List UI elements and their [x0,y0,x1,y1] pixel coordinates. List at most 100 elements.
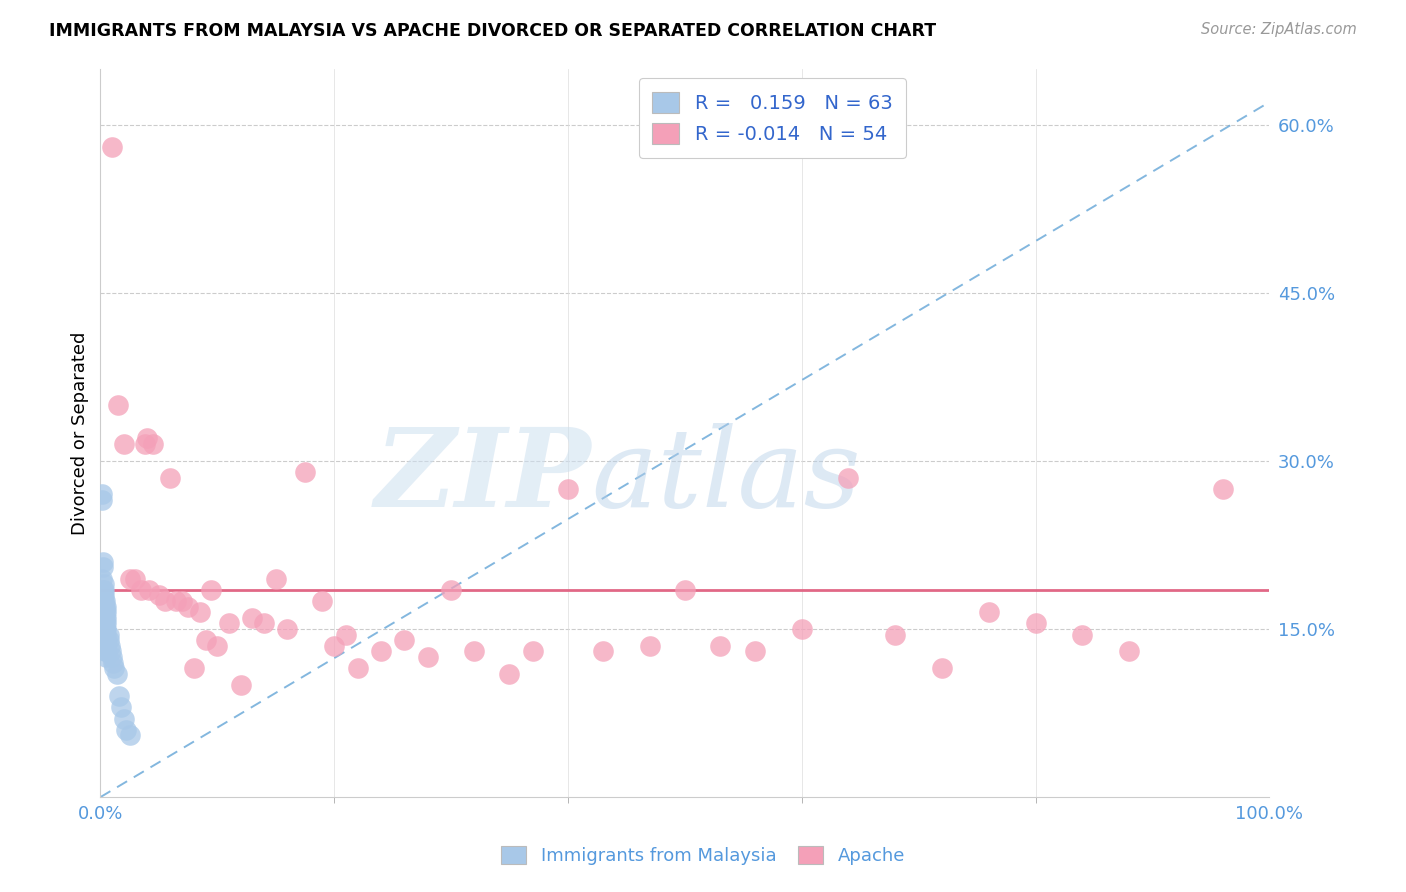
Point [522,644,544,658]
Point [129,582,152,597]
Point [90,616,112,631]
Point [638,639,661,653]
Point [93,627,115,641]
Point [118,729,141,743]
Point [346,661,368,675]
Point [884,627,907,641]
Point [108,690,131,704]
Point [96,627,118,641]
Point [94,627,117,641]
Point [91,560,114,574]
Point [93,594,115,608]
Point [592,644,614,658]
Text: Source: ZipAtlas.com: Source: ZipAtlas.com [1201,22,1357,37]
Point [240,611,263,625]
Point [1024,616,1046,631]
Point [94,599,117,614]
Point [264,572,287,586]
Point [93,588,115,602]
Point [1118,644,1140,658]
Point [103,656,125,670]
Point [96,650,118,665]
Point [394,633,416,648]
Point [207,639,229,653]
Point [93,622,115,636]
Point [96,616,118,631]
Point [93,582,115,597]
Text: IMMIGRANTS FROM MALAYSIA VS APACHE DIVORCED OR SEPARATED CORRELATION CHART: IMMIGRANTS FROM MALAYSIA VS APACHE DIVOR… [49,22,936,40]
Point [218,616,240,631]
Point [153,594,176,608]
Point [90,622,112,636]
Point [90,487,112,501]
Point [112,712,135,726]
Point [93,599,115,614]
Point [96,605,118,619]
Point [136,432,159,446]
Point [1212,482,1234,496]
Point [91,622,114,636]
Point [1071,627,1094,641]
Point [463,644,485,658]
Point [118,572,141,586]
Point [159,471,181,485]
Point [124,572,146,586]
Point [98,639,121,653]
Point [370,644,392,658]
Point [97,633,120,648]
Point [276,622,298,636]
Point [977,605,1000,619]
Point [112,437,135,451]
Point [323,639,346,653]
Point [115,723,138,737]
Point [200,582,222,597]
Point [110,700,132,714]
Point [94,644,117,658]
Point [94,605,117,619]
Point [90,639,112,653]
Point [177,599,200,614]
Point [138,582,160,597]
Point [94,616,117,631]
Point [97,627,120,641]
Point [90,611,112,625]
Point [91,594,114,608]
Point [93,577,115,591]
Legend: R =   0.159   N = 63, R = -0.014   N = 54: R = 0.159 N = 63, R = -0.014 N = 54 [638,78,907,158]
Point [90,627,112,641]
Point [101,140,124,154]
Point [148,588,170,602]
Point [335,627,357,641]
Point [673,582,696,597]
Point [103,661,125,675]
Point [94,622,117,636]
Point [96,599,118,614]
Point [91,599,114,614]
Point [96,622,118,636]
Point [93,605,115,619]
Point [194,633,217,648]
Point [91,605,114,619]
Text: ZIP: ZIP [374,423,592,531]
Point [94,633,117,648]
Point [253,616,276,631]
Point [416,650,439,665]
Point [96,633,118,648]
Point [294,465,316,479]
Point [91,611,114,625]
Point [837,471,859,485]
Point [94,594,117,608]
Point [91,616,114,631]
Point [744,644,766,658]
Point [101,650,124,665]
Point [931,661,953,675]
Point [183,661,205,675]
Point [94,611,117,625]
Point [311,594,333,608]
Y-axis label: Divorced or Separated: Divorced or Separated [72,331,89,534]
Point [100,644,122,658]
Point [709,639,731,653]
Legend: Immigrants from Malaysia, Apache: Immigrants from Malaysia, Apache [492,837,914,874]
Point [94,639,117,653]
Point [165,594,187,608]
